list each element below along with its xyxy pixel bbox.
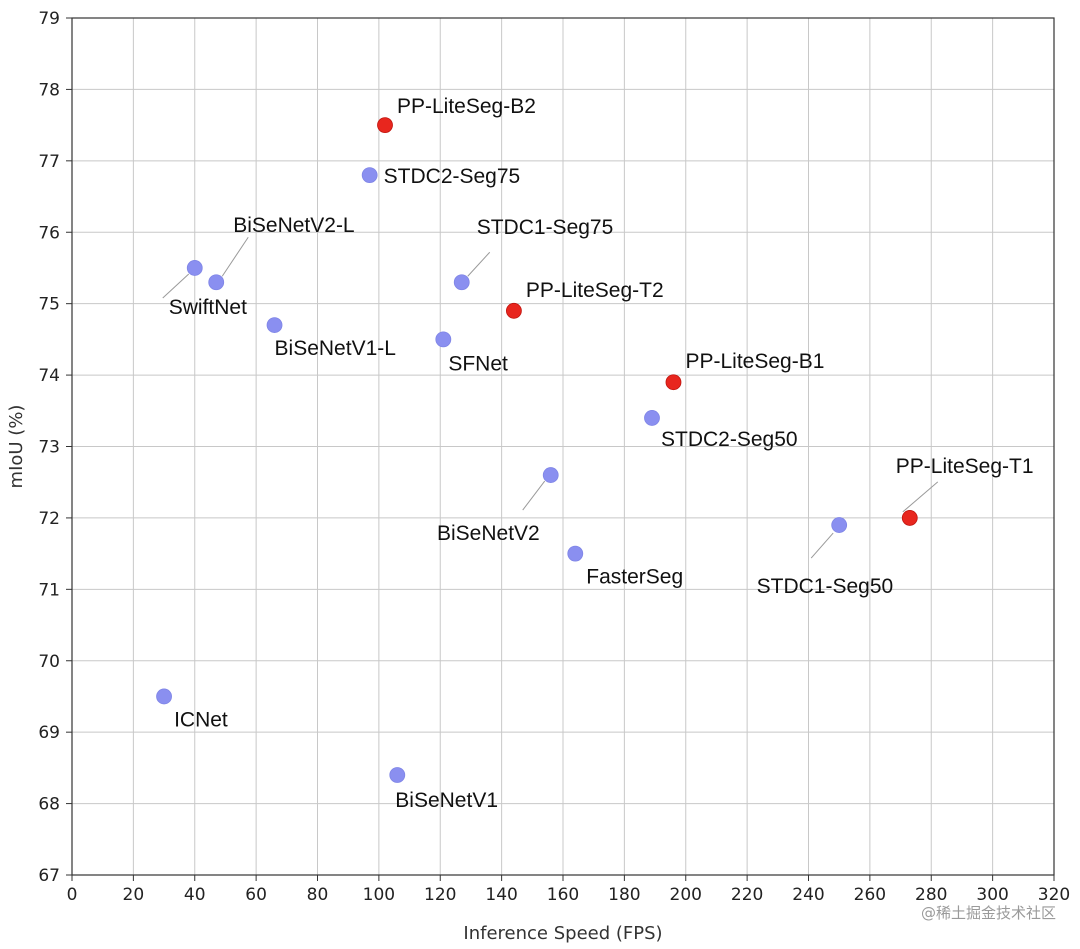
y-tick-label: 70 (38, 652, 60, 672)
x-tick-label: 120 (424, 885, 456, 905)
y-tick-label: 72 (38, 509, 60, 529)
leader-line-pp-liteseg-t1 (902, 481, 939, 513)
x-tick-label: 0 (67, 885, 78, 905)
leader-line-stdc1-seg50 (810, 532, 834, 559)
leader-line-bisenetv2 (522, 480, 546, 511)
x-tick-label: 20 (123, 885, 145, 905)
leader-line-swiftnet (162, 273, 190, 299)
x-tick-label: 180 (608, 885, 640, 905)
x-tick-label: 40 (184, 885, 206, 905)
x-axis-title: Inference Speed (FPS) (463, 923, 662, 944)
leader-line-stdc1-seg75 (467, 251, 491, 277)
data-point-bisenetv2 (542, 467, 559, 483)
data-point-bisenetv2-l (208, 274, 225, 291)
point-label-pp-liteseg-t2: PP-LiteSeg-T2 (526, 279, 664, 302)
point-label-pp-liteseg-t1: PP-LiteSeg-T1 (896, 455, 1034, 478)
point-label-fasterseg: FasterSeg (586, 566, 683, 589)
y-tick-label: 68 (38, 795, 60, 815)
x-tick-label: 220 (731, 885, 763, 905)
point-label-bisenetv1: BiSeNetV1 (395, 789, 498, 812)
x-tick-label: 60 (245, 885, 267, 905)
y-tick-label: 73 (38, 438, 60, 458)
y-tick-label: 79 (38, 9, 60, 29)
x-tick-label: 80 (307, 885, 329, 905)
data-point-swiftnet (186, 260, 203, 276)
data-point-pp-liteseg-b1 (665, 374, 682, 391)
leader-lines (162, 236, 939, 559)
data-point-pp-liteseg-t2 (506, 302, 522, 319)
leader-line-bisenetv2-l (221, 236, 249, 277)
point-label-icnet: ICNet (174, 708, 228, 731)
point-label-bisenetv2-l: BiSeNetV2-L (233, 214, 354, 237)
x-tick-label: 320 (1038, 885, 1070, 905)
y-tick-label: 77 (38, 152, 60, 172)
data-point-stdc1-seg50 (831, 517, 848, 533)
data-point-stdc1-seg75 (453, 274, 470, 291)
x-tick-label: 200 (670, 885, 702, 905)
data-points (156, 117, 918, 783)
y-tick-label: 76 (38, 223, 60, 243)
point-label-pp-liteseg-b1: PP-LiteSeg-B1 (685, 350, 824, 373)
watermark-text: @稀土掘金技术社区 (921, 904, 1056, 922)
data-point-fasterseg (567, 545, 584, 562)
y-tick-label: 67 (38, 866, 60, 886)
x-tick-label: 260 (854, 885, 886, 905)
point-label-pp-liteseg-b2: PP-LiteSeg-B2 (397, 95, 536, 118)
y-tick-label: 71 (38, 580, 60, 600)
x-tick-label: 140 (485, 885, 517, 905)
x-tick-label: 240 (792, 885, 824, 905)
point-label-swiftnet: SwiftNet (169, 296, 247, 319)
point-label-stdc2-seg75: STDC2-Seg75 (384, 165, 521, 188)
x-tick-label: 100 (363, 885, 395, 905)
x-tick-label: 300 (976, 885, 1008, 905)
y-tick-label: 69 (38, 723, 60, 743)
point-labels: PP-LiteSeg-B2 PP-LiteSeg-T2 PP-LiteSeg-B1 P… (169, 95, 1034, 812)
data-point-icnet (156, 688, 172, 705)
y-tick-label: 75 (38, 295, 60, 315)
point-label-bisenetv2: BiSeNetV2 (437, 522, 540, 545)
point-label-sfnet: SFNet (448, 352, 508, 375)
point-label-stdc2-seg50: STDC2-Seg50 (661, 428, 798, 451)
y-tick-label: 74 (38, 366, 60, 386)
data-point-stdc2-seg75 (361, 167, 378, 184)
data-point-sfnet (435, 331, 452, 348)
point-label-stdc1-seg50: STDC1-Seg50 (757, 575, 894, 598)
axis-ticks: 0 20 40 60 80 100 120 140 160 180 200 220 240 260 280 3… (38, 9, 1070, 905)
point-label-stdc1-seg75: STDC1-Seg75 (477, 216, 614, 239)
data-point-pp-liteseg-b2 (377, 117, 393, 134)
data-point-bisenetv1-l (266, 317, 283, 333)
x-tick-label: 160 (547, 885, 579, 905)
data-point-pp-liteseg-t1 (901, 510, 918, 526)
x-tick-label: 280 (915, 885, 947, 905)
y-tick-label: 78 (38, 80, 60, 100)
point-label-bisenetv1-l: BiSeNetV1-L (275, 337, 396, 360)
data-point-bisenetv1 (389, 767, 406, 783)
grid (71, 17, 1055, 876)
data-point-stdc2-seg50 (644, 410, 660, 426)
y-axis-title: mIoU (%) (6, 405, 27, 489)
